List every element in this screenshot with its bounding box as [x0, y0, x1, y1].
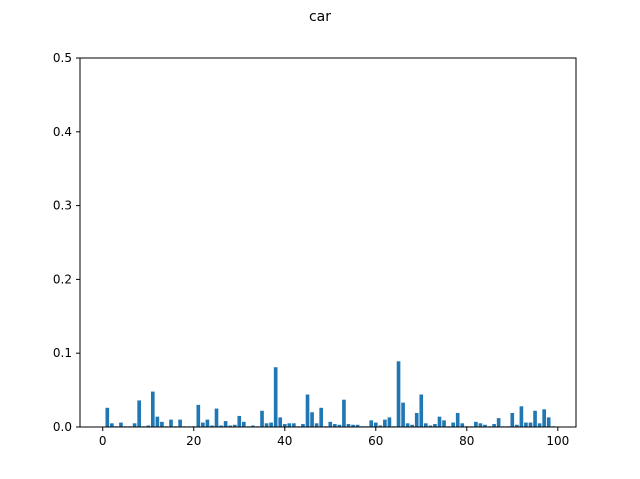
bar: [232, 424, 237, 427]
bar: [496, 418, 501, 427]
bar: [264, 423, 269, 427]
plot-frame: [79, 57, 577, 428]
bar: [414, 412, 419, 427]
y-axis: 0.0 0.1 0.2 0.3 0.4 0.5: [53, 51, 80, 434]
bar: [369, 420, 374, 427]
bar: [537, 423, 542, 427]
bar: [169, 419, 173, 427]
x-tick-label: 80: [459, 434, 474, 448]
bar: [110, 423, 114, 427]
bar: [273, 367, 278, 427]
bar: [546, 417, 551, 427]
bar: [515, 424, 519, 427]
bar: [442, 420, 446, 427]
bar: [424, 423, 428, 427]
bar: [355, 424, 360, 427]
x-tick-label: 20: [186, 434, 201, 448]
bar: [237, 415, 242, 427]
bar: [210, 425, 214, 427]
bar: [178, 419, 182, 427]
bar: [242, 421, 246, 427]
bar: [214, 408, 219, 427]
y-tick-label: 0.2: [53, 272, 72, 286]
bar: [305, 394, 310, 427]
bar: [314, 423, 319, 427]
bar: [337, 424, 342, 427]
bar: [219, 425, 223, 427]
bar: [455, 412, 460, 427]
bar: [542, 409, 546, 427]
bar: [333, 424, 337, 427]
bar: [278, 417, 283, 427]
bar: [201, 422, 205, 427]
bar: [387, 417, 392, 427]
x-tick-label: 40: [277, 434, 292, 448]
bar: [160, 421, 164, 427]
bar: [196, 404, 201, 427]
bar: [132, 423, 137, 427]
bar: [328, 421, 333, 427]
bar: [510, 412, 515, 427]
bar: [478, 423, 483, 427]
bar: [105, 407, 110, 427]
bar: [150, 391, 155, 427]
bar: [342, 399, 346, 427]
bar: [396, 361, 401, 427]
bar: [437, 416, 442, 427]
bar: [373, 422, 378, 427]
bar: [383, 419, 387, 427]
y-tick-label: 0.1: [53, 346, 72, 360]
bar: [251, 425, 255, 427]
bar: [269, 422, 273, 427]
bar: [378, 425, 383, 427]
bar: [460, 423, 465, 427]
bar: [405, 423, 410, 427]
bar: [419, 394, 424, 427]
y-tick-label: 0.3: [53, 199, 72, 213]
x-tick-label: 100: [546, 434, 569, 448]
y-tick-label: 0.0: [53, 420, 72, 434]
y-tick-label: 0.4: [53, 125, 72, 139]
bar: [401, 402, 405, 427]
bar: [433, 424, 437, 427]
bar: [319, 407, 323, 427]
chart-title: car: [309, 9, 331, 25]
bar: [137, 400, 141, 427]
bar: [301, 424, 305, 427]
x-tick-label: 60: [368, 434, 383, 448]
bar: [223, 421, 228, 427]
bar: [228, 425, 232, 427]
bar: [519, 406, 524, 427]
bar: [428, 425, 433, 427]
bar: [483, 424, 487, 427]
y-tick-label: 0.5: [53, 51, 72, 65]
bars-group: [100, 361, 556, 427]
bar: [351, 424, 355, 427]
bar: [292, 423, 296, 427]
bar: [260, 410, 264, 427]
x-tick-label: 0: [99, 434, 107, 448]
x-axis: 0 20 40 60 80 100: [99, 427, 569, 448]
bar: [310, 412, 314, 427]
bar: [410, 424, 414, 427]
bar: [474, 421, 478, 427]
bar: [155, 416, 160, 427]
bar: [346, 424, 351, 427]
bar: [287, 423, 292, 427]
bar: [451, 422, 455, 427]
bar: [533, 410, 537, 427]
bar: [146, 425, 151, 427]
bar: [282, 424, 287, 427]
bar: [528, 422, 533, 427]
bar: [524, 422, 528, 427]
bar: [119, 422, 123, 427]
bar: [205, 419, 210, 427]
bar: [492, 424, 496, 427]
